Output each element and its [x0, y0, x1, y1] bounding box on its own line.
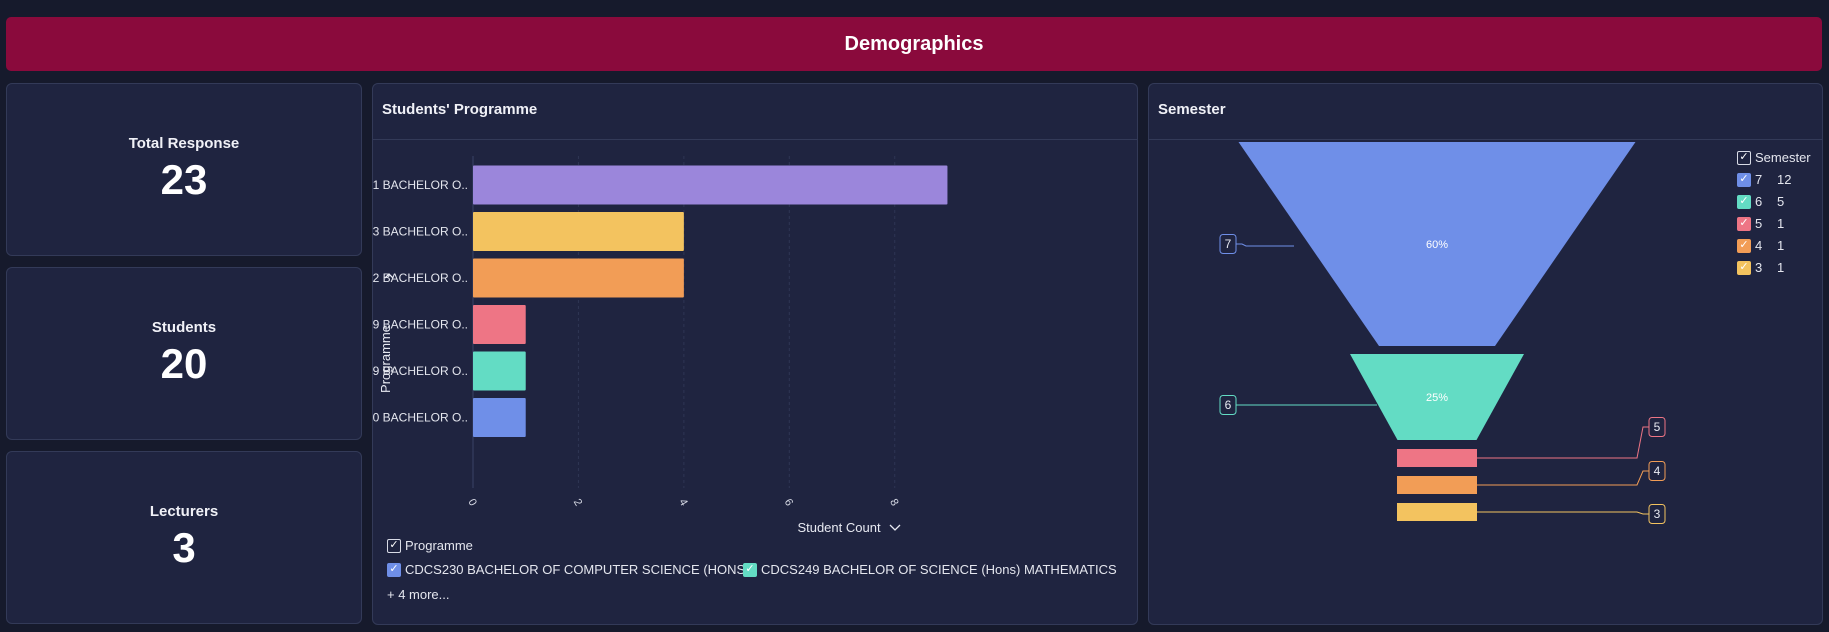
page-title: Demographics: [844, 32, 984, 55]
checkbox-icon[interactable]: ✓: [1737, 172, 1751, 187]
checkbox-icon[interactable]: ✓: [387, 562, 401, 577]
category-label: CDCS230 BACHELOR O..: [373, 411, 468, 425]
callout-label: 5: [1654, 420, 1661, 434]
funnel-segment[interactable]: [1238, 142, 1636, 346]
category-label: CDCS242 BACHELOR O..: [373, 271, 468, 285]
x-tick-label: 4: [676, 497, 689, 508]
callout-label: 3: [1654, 507, 1661, 521]
legend-value: 1: [1777, 238, 1785, 253]
callout-box: [1219, 395, 1237, 415]
bar[interactable]: [473, 398, 526, 437]
legend-value: 1: [1777, 260, 1785, 275]
funnel-percent-label: 60%: [1426, 239, 1448, 251]
legend-title: Semester: [1755, 150, 1811, 165]
legend-label: CDCS249 BACHELOR OF SCIENCE (Hons) MATHE…: [761, 562, 1117, 577]
legend-label: 5: [1755, 216, 1763, 231]
legend-label: 4: [1755, 238, 1763, 253]
funnel-segment[interactable]: [1397, 449, 1477, 467]
semester-legend-item[interactable]: ✓ 3 1: [1737, 260, 1811, 275]
programme-panel: Students' Programme CDCS241 BACHELOR O..…: [372, 83, 1138, 625]
semester-legend-item[interactable]: ✓ 7 12: [1737, 172, 1811, 187]
x-tick-label: 0: [465, 497, 478, 508]
legend-more-link[interactable]: + 4 more...: [387, 587, 450, 602]
y-axis-label[interactable]: Programme: [378, 325, 393, 393]
checkbox-icon[interactable]: ✓: [1737, 216, 1751, 231]
semester-legend-item[interactable]: ✓ 4 1: [1737, 238, 1811, 253]
callout-line: [1477, 426, 1649, 459]
callout-label: 4: [1654, 464, 1661, 478]
bar[interactable]: [473, 351, 526, 391]
semester-legend-item[interactable]: ✓ 6 5: [1737, 194, 1811, 209]
callout-line: [1477, 470, 1649, 486]
kpi-label: Students: [151, 319, 217, 336]
funnel-segment[interactable]: [1350, 354, 1524, 440]
funnel-segment[interactable]: [1397, 503, 1477, 521]
programme-legend-title[interactable]: ✓ Programme: [387, 538, 473, 553]
kpi-value: 3: [172, 524, 196, 571]
callout-line: [1236, 243, 1294, 247]
semester-funnel-chart: 60% 25% 7 6 5 4 3: [1219, 142, 1666, 524]
legend-value: 12: [1777, 172, 1792, 187]
legend-label: 3: [1755, 260, 1763, 275]
semester-legend-title[interactable]: ✓ Semester: [1737, 150, 1811, 165]
checkbox-icon[interactable]: ✓: [1737, 238, 1751, 253]
callout-box: [1648, 504, 1666, 524]
bar[interactable]: [473, 305, 526, 344]
programme-bar-chart: CDCS241 BACHELOR O.. CDCS253 BACHELOR O..…: [373, 156, 948, 535]
kpi-value: 23: [160, 156, 208, 203]
bar[interactable]: [473, 258, 684, 298]
checkbox-icon[interactable]: ✓: [743, 562, 757, 577]
x-axis-label[interactable]: Student Count: [797, 520, 881, 535]
legend-label: 6: [1755, 194, 1763, 209]
callout-line: [1477, 511, 1649, 515]
kpi-card-total-response: Total Response 23: [6, 83, 362, 256]
category-label: CDCS253 BACHELOR O..: [373, 225, 468, 239]
panel-title: Students' Programme: [373, 84, 1137, 140]
bar[interactable]: [473, 212, 684, 251]
semester-panel: Semester 60% 25% 7 6 5 4 3 ✓ Semester ✓ 7 12 ✓ 6 5 ✓…: [1148, 83, 1823, 625]
callout-box: [1648, 461, 1666, 481]
category-label: CDCS241 BACHELOR O..: [373, 178, 468, 192]
legend-item[interactable]: ✓ CDCS249 BACHELOR OF SCIENCE (Hons) MAT…: [743, 562, 1117, 577]
category-label: CDCS259 BACHELOR O..: [373, 318, 468, 332]
legend-title: Programme: [405, 538, 473, 553]
legend-value: 5: [1777, 194, 1785, 209]
semester-legend: ✓ Semester ✓ 7 12 ✓ 6 5 ✓ 5 1 ✓ 4 1 ✓ 3 1: [1737, 150, 1811, 282]
checkbox-icon[interactable]: ✓: [1737, 260, 1751, 275]
bar[interactable]: [473, 165, 948, 205]
panel-title: Semester: [1149, 84, 1822, 140]
semester-legend-item[interactable]: ✓ 5 1: [1737, 216, 1811, 231]
kpi-label: Total Response: [128, 135, 240, 152]
callout-box: [1219, 234, 1237, 254]
x-tick-label: 2: [571, 497, 584, 508]
legend-value: 1: [1777, 216, 1785, 231]
funnel-segment[interactable]: [1397, 476, 1477, 494]
kpi-label: Lecturers: [149, 503, 219, 520]
callout-label: 7: [1225, 237, 1232, 251]
kpi-card-students: Students 20: [6, 267, 362, 440]
callout-box: [1648, 417, 1666, 437]
checkbox-icon[interactable]: ✓: [387, 538, 401, 553]
category-label: CDCS249 BACHELOR O..: [373, 364, 468, 378]
kpi-card-lecturers: Lecturers 3: [6, 451, 362, 624]
funnel-percent-label: 25%: [1426, 392, 1448, 404]
callout-label: 6: [1225, 398, 1232, 412]
legend-item[interactable]: ✓ CDCS230 BACHELOR OF COMPUTER SCIENCE (…: [387, 562, 753, 577]
kpi-value: 20: [160, 340, 208, 387]
legend-label: 7: [1755, 172, 1763, 187]
x-axis-chevron-icon[interactable]: [889, 524, 901, 531]
x-tick-label: 6: [782, 497, 795, 508]
page-banner: Demographics: [6, 17, 1822, 71]
legend-label: CDCS230 BACHELOR OF COMPUTER SCIENCE (HO…: [405, 562, 754, 577]
x-tick-label: 8: [887, 497, 900, 508]
checkbox-icon[interactable]: ✓: [1737, 150, 1751, 165]
y-axis-chevron-icon[interactable]: [384, 273, 394, 279]
semester-legend-items: ✓ 7 12 ✓ 6 5 ✓ 5 1 ✓ 4 1 ✓ 3 1: [1737, 172, 1811, 275]
checkbox-icon[interactable]: ✓: [1737, 194, 1751, 209]
